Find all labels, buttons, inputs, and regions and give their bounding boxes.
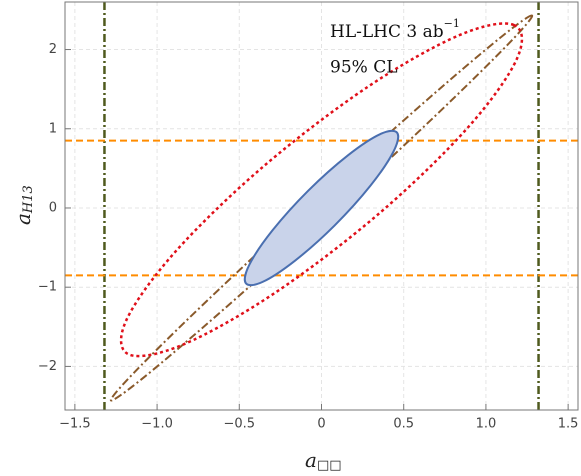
annotation-text: HL-LHC 3 ab xyxy=(330,22,444,42)
x-tick-label: 1.5 xyxy=(558,417,579,432)
y-tick-label: 2 xyxy=(49,42,57,57)
x-tick-label: −1.5 xyxy=(59,417,91,432)
y-tick-label: −2 xyxy=(38,359,57,374)
y-label-subscript: H13 xyxy=(21,185,36,214)
x-label-base: a xyxy=(305,448,317,472)
annotation-superscript: −1 xyxy=(444,17,460,30)
annotation: HL-LHC 3 ab−1 xyxy=(330,17,460,42)
y-label-base: a xyxy=(11,213,35,225)
x-tick-label: 0.5 xyxy=(393,417,414,432)
x-tick-label: 0 xyxy=(317,417,325,432)
contour xyxy=(109,14,534,402)
x-tick-label: −1.0 xyxy=(141,417,173,432)
x-label-subscript: □□ xyxy=(317,458,342,473)
y-tick-label: −1 xyxy=(38,280,57,295)
x-axis-label: a□□ xyxy=(305,448,342,473)
ticks: −1.5 −1.0 −0.5 0 0.5 1.0 1.5 −2 −1 0 1 2 xyxy=(38,42,579,431)
y-tick-label: 0 xyxy=(49,200,57,215)
contour xyxy=(243,129,400,287)
x-tick-label: −0.5 xyxy=(223,417,255,432)
annotation: 95% CL xyxy=(330,58,398,78)
y-tick-label: 1 xyxy=(49,121,57,136)
y-axis-label: aH13 xyxy=(11,185,36,225)
plot-area xyxy=(65,2,578,410)
x-tick-label: 1.0 xyxy=(476,417,497,432)
